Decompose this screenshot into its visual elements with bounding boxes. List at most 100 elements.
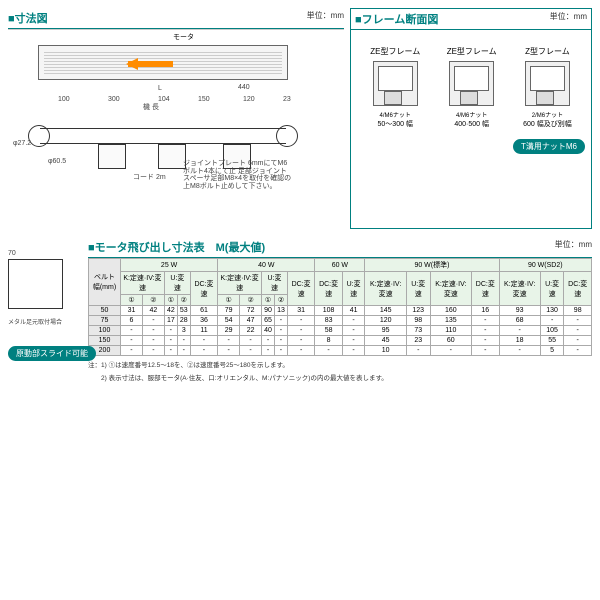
pg-3: 90 W(標準) [365, 259, 499, 272]
motor-title: ■モータ飛び出し寸法表 M(最大値) [88, 239, 265, 255]
h-kiv-5: K:定速·IV:変速 [499, 272, 540, 306]
frame-type-3: Z型フレーム 2/M6ナット 600 幅及び別幅 [523, 46, 572, 129]
d5: 120 [243, 96, 255, 103]
cell: - [472, 316, 499, 326]
h-u-5: U:変速 [540, 272, 564, 306]
cell: - [564, 346, 592, 356]
cell: 53 [177, 306, 190, 316]
frame-unit: 単位：mm [550, 11, 587, 27]
frame-shape-3 [525, 61, 570, 106]
cell: 98 [564, 306, 592, 316]
frame-name-2: ZE型フレーム [447, 46, 497, 57]
cell: 40 [262, 326, 275, 336]
d7: φ60.5 [48, 158, 66, 165]
h-kiv-3: K:定速·IV:変速 [365, 272, 407, 306]
d10: 23 [283, 96, 291, 103]
d12: 機 長 [143, 102, 159, 112]
cell: 31 [287, 306, 314, 316]
cell: - [342, 326, 365, 336]
cell: - [472, 346, 499, 356]
belt-line [40, 128, 286, 144]
joint-note: ジョイントプレート 6mmにてM6ボルト4本にて止 足部ジョイントスペーサ足部M… [183, 160, 293, 191]
cell: - [142, 336, 164, 346]
cell: 29 [218, 326, 240, 336]
cell: - [430, 346, 472, 356]
frame-nut-2: 4/M6ナット [447, 110, 497, 119]
cell: - [472, 326, 499, 336]
cell: - [164, 326, 177, 336]
c1-3: ① [218, 295, 240, 306]
cell: 110 [430, 326, 472, 336]
d9: 440 [238, 84, 250, 91]
cell: 95 [365, 326, 407, 336]
cell: 120 [365, 316, 407, 326]
support-1 [98, 144, 126, 169]
cell: 108 [315, 306, 342, 316]
cell: - [287, 316, 314, 326]
motor-title-row: ■モータ飛び出し寸法表 M(最大値) 単位：mm [88, 237, 592, 258]
cell: 31 [121, 306, 143, 316]
c2-2: ② [177, 295, 190, 306]
cell: 6 [121, 316, 143, 326]
cell: 72 [240, 306, 262, 316]
c1-4: ① [262, 295, 275, 306]
cell: 5 [540, 346, 564, 356]
cell: 17 [164, 316, 177, 326]
dimension-diagram: モータ L 100 300 104 150 120 440 23 φ27.2 φ… [8, 29, 344, 229]
side-panel: 70 メタル足元取付場合 原動部スライド可能 [8, 250, 96, 361]
cell: - [406, 346, 430, 356]
h-dc-1: DC:変速 [190, 272, 217, 306]
note-2: 2) 表示寸法は、服部モータ(A·住友、口:オリエンタル、M:パナソニック)の内… [88, 372, 592, 382]
cell: - [275, 346, 288, 356]
slide-badge: 原動部スライド可能 [8, 346, 96, 361]
d6: φ27.2 [13, 140, 31, 147]
cell: 98 [406, 316, 430, 326]
cell: 47 [240, 316, 262, 326]
cell: 130 [540, 306, 564, 316]
side-detail-box [8, 259, 63, 309]
h-u-4: U:変速 [406, 272, 430, 306]
h-u-1: U:変速 [164, 272, 190, 295]
cell: - [121, 336, 143, 346]
cell: - [218, 336, 240, 346]
cell: - [177, 336, 190, 346]
d8: 70 [8, 250, 96, 257]
cell: 11 [190, 326, 217, 336]
d13: コード 2m [133, 172, 166, 182]
cell: - [275, 316, 288, 326]
frame-type-1: ZE型フレーム 4/M6ナット 50～300 幅 [370, 46, 420, 129]
c1-1: ① [121, 295, 143, 306]
cell: 79 [218, 306, 240, 316]
direction-arrow [128, 58, 188, 70]
cell: 36 [190, 316, 217, 326]
cell: 42 [164, 306, 177, 316]
cell: - [190, 346, 217, 356]
cell: - [240, 336, 262, 346]
cell: 3 [177, 326, 190, 336]
h-kiv-2: K:定速·IV:変速 [218, 272, 262, 295]
c2-4: ② [275, 295, 288, 306]
cell: - [121, 346, 143, 356]
cell: 41 [342, 306, 365, 316]
cell: 65 [262, 316, 275, 326]
cell: - [164, 346, 177, 356]
cell: - [142, 316, 164, 326]
cell: 10 [365, 346, 407, 356]
cell: - [342, 346, 365, 356]
cell: - [142, 346, 164, 356]
cell: 54 [218, 316, 240, 326]
cell: - [240, 346, 262, 356]
pg-0: 25 W [121, 259, 218, 272]
h-kiv-1: K:定速·IV:変速 [121, 272, 165, 295]
mount-note: メタル足元取付場合 [8, 317, 68, 326]
cell: - [287, 336, 314, 346]
cell: 45 [365, 336, 407, 346]
d2: 300 [108, 96, 120, 103]
d4: 104 [158, 96, 170, 103]
cell: 68 [499, 316, 540, 326]
h-kiv-4: K:定速·IV:変速 [430, 272, 472, 306]
frame-cap-1: 50～300 幅 [370, 119, 420, 129]
cell: - [342, 316, 365, 326]
cell: 83 [315, 316, 342, 326]
cell: 60 [430, 336, 472, 346]
